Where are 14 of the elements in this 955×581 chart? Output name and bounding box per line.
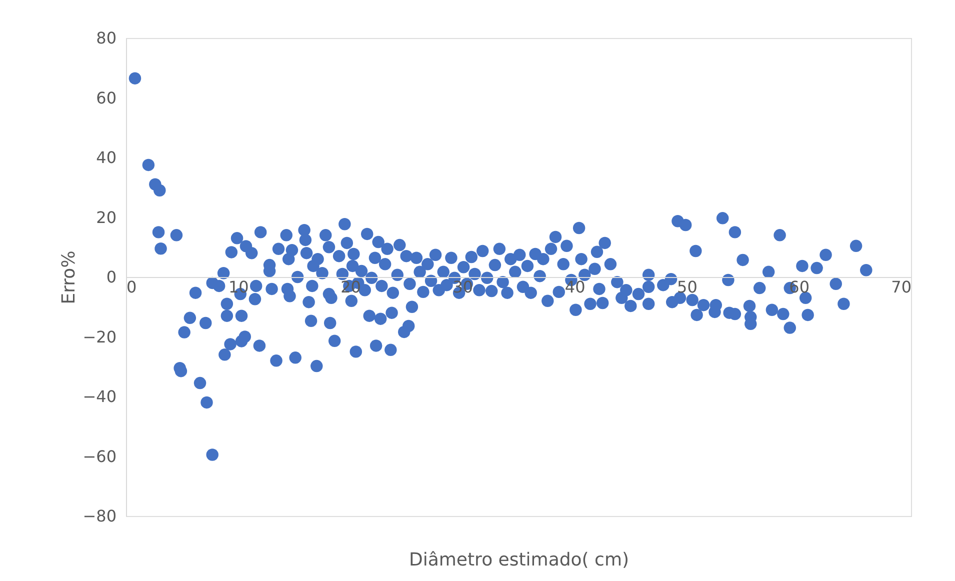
y-tick-label: 20 [96,208,116,227]
x-axis-title: Diâmetro estimado( cm) [408,550,630,570]
y-tick-label: −80 [82,506,116,526]
y-tick-label: −60 [82,446,116,466]
x-tick-label: 40 [564,278,586,296]
y-tick-label: −40 [82,387,116,406]
y-tick-label: −20 [82,327,116,346]
y-tick-label: 60 [96,88,116,108]
x-tick-label: 0 [126,278,137,296]
x-tick-label: 70 [891,278,912,296]
y-tick-label: 40 [96,148,116,167]
y-axis-title: Erro% [58,250,80,304]
y-tick-label: 80 [96,28,116,48]
x-tick-label: 50 [677,278,698,296]
